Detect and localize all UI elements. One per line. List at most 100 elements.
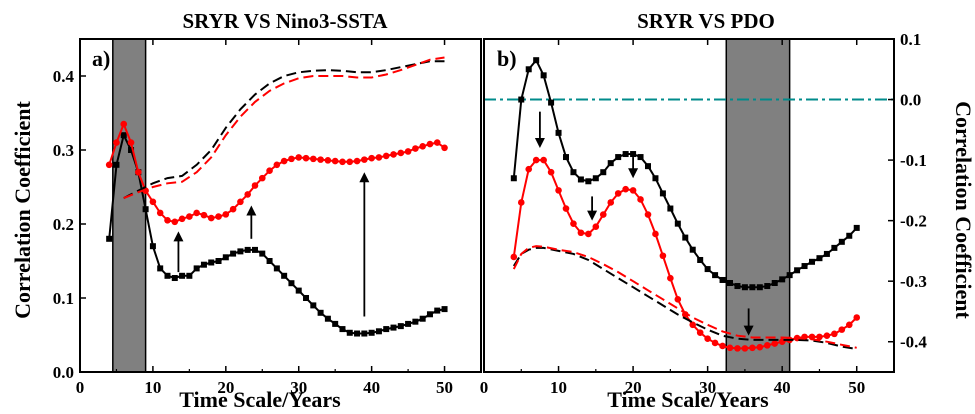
panel-a-y-axis-label: Correlation Coefficient bbox=[10, 100, 35, 318]
panel-a-series-0-point bbox=[397, 323, 404, 330]
panel-b-x-tick-label: 40 bbox=[774, 378, 791, 397]
panel-a-series-1-point bbox=[353, 157, 361, 165]
panel-a-series-1-point bbox=[178, 215, 186, 223]
panel-b-series-0-point bbox=[719, 276, 726, 283]
panel-b-series-1-point bbox=[771, 340, 779, 347]
panel-b: 0 10 20 30 40 50 0.1 0.0 -0.1 -0.2 -0.3 -0.4 bbox=[480, 30, 928, 397]
panel-b-series-0-point bbox=[563, 154, 569, 161]
panel-b-series-1-point bbox=[711, 339, 719, 347]
panel-b-series-0-point bbox=[525, 66, 532, 73]
panel-b-arrow-2 bbox=[628, 157, 639, 179]
panel-b-series-1-point bbox=[592, 223, 600, 230]
panel-a-series-0-point bbox=[419, 315, 426, 322]
panel-b-series-1-point bbox=[831, 330, 838, 338]
panel-a-series-0-point bbox=[157, 265, 164, 272]
panel-b-x-tick-label: 30 bbox=[699, 378, 716, 397]
panel-a-series-0-point bbox=[200, 261, 207, 268]
panel-a-series-0-point bbox=[142, 206, 149, 213]
panel-b-series-0-point bbox=[533, 57, 540, 64]
panel-a-y-tick-label: 0.1 bbox=[53, 289, 74, 308]
panel-b-series-0-point bbox=[637, 154, 644, 161]
panel-b-series-1-point bbox=[674, 296, 682, 303]
panel-b-series-1-point bbox=[562, 205, 570, 212]
panel-a-series-1-point bbox=[273, 161, 281, 169]
panel-b-y-tick-label: 0.0 bbox=[900, 91, 921, 110]
panel-b-series-0-point bbox=[786, 272, 793, 279]
panel-b-shaded-band bbox=[725, 38, 791, 373]
panel-b-series-0-point bbox=[518, 96, 525, 103]
panel-a-label: a) bbox=[92, 46, 110, 71]
panel-b-series-3-red-dashed-line bbox=[512, 245, 857, 349]
panel-b-series-1-point bbox=[823, 332, 831, 339]
panel-a-series-0-point bbox=[354, 330, 361, 337]
panel-a-series-0-point bbox=[273, 265, 280, 272]
panel-a-series-1-point bbox=[156, 209, 164, 217]
panel-a-series-0-point bbox=[288, 280, 295, 287]
panel-b-series-0-point bbox=[794, 267, 801, 274]
panel-a-series-0-point bbox=[368, 329, 375, 336]
panel-b-series-1-point bbox=[816, 333, 823, 341]
panel-a-series-0-point bbox=[171, 275, 178, 282]
panel-a-series-1-point bbox=[295, 154, 303, 161]
panel-b-series-0-point bbox=[771, 279, 778, 286]
panel-a-x-axis-label: Time Scale/Years bbox=[179, 387, 341, 412]
panel-b-series-0-point bbox=[853, 224, 860, 231]
panel-b-series-0-point bbox=[764, 283, 771, 290]
panel-b-series-1-point bbox=[696, 329, 704, 336]
panel-a-x-tick-label: 40 bbox=[363, 378, 380, 397]
panel-a-x-tick-label: 10 bbox=[144, 378, 161, 397]
panel-b-series-1-point bbox=[763, 342, 771, 349]
panel-a-arrow-2 bbox=[359, 172, 370, 317]
panel-a-series-1-point bbox=[251, 182, 259, 189]
panel-a-series-1-point bbox=[120, 120, 128, 128]
panel-a-series-0-point bbox=[426, 311, 433, 318]
panel-b-series-0-point bbox=[809, 258, 815, 265]
panel-a-x-tick-label: 20 bbox=[217, 378, 234, 397]
panel-b-series-0-point bbox=[704, 266, 711, 273]
panel-b-y-tick-label: 0.1 bbox=[900, 30, 921, 49]
panel-a-series-1-point bbox=[397, 149, 405, 157]
panel-a-series-1-point bbox=[280, 157, 288, 165]
panel-b-series-1-point bbox=[637, 196, 644, 203]
panel-b-series-0-point bbox=[697, 256, 704, 263]
panel-a-series-1-point bbox=[302, 154, 310, 162]
panel-a-series-1-point bbox=[105, 161, 113, 169]
panel-a-series-1-point bbox=[346, 158, 354, 166]
panel-b-series-0-point bbox=[555, 129, 562, 136]
panel-b-series-1-point bbox=[540, 156, 547, 164]
panel-a-series-0-point bbox=[193, 265, 200, 272]
panel-a-series-0-point bbox=[215, 258, 222, 264]
panel-a-series-1-point bbox=[331, 157, 339, 165]
panel-b-series-0-point bbox=[510, 175, 517, 182]
panel-a-y-tick-label: 0.3 bbox=[53, 141, 74, 160]
panel-a-series-0-point bbox=[237, 248, 244, 255]
panel-a-series-1-point bbox=[171, 218, 179, 226]
panel-a-series-0-point bbox=[149, 243, 156, 250]
panel-b-series-1-point bbox=[741, 345, 749, 352]
panel-a-series-1-point bbox=[324, 157, 332, 164]
panel-a-series-1-point bbox=[127, 139, 135, 146]
panel-b-series-0-point bbox=[540, 72, 547, 79]
panel-b-series-0-point bbox=[838, 238, 845, 245]
panel-b-series-0-point bbox=[674, 220, 681, 227]
panel-b-series-1-point bbox=[614, 190, 622, 197]
panel-a-series-1-point bbox=[419, 143, 426, 150]
panel-a-series-1-point bbox=[142, 187, 149, 194]
panel-b-series-0-point bbox=[823, 250, 830, 257]
panel-a-series-0-point bbox=[259, 250, 266, 257]
panel-b-series-0-point bbox=[801, 263, 808, 270]
panel-a-title: SRYR VS Nino3-SSTA bbox=[182, 9, 388, 33]
panel-b-x-tick-label: 10 bbox=[550, 378, 567, 397]
panel-a-series-1-point bbox=[222, 211, 230, 218]
panel-b-series-1-point bbox=[667, 274, 674, 282]
panel-a-series-0-point bbox=[317, 309, 324, 316]
panel-a-series-0-point bbox=[310, 302, 317, 309]
panel-b-series-0-point bbox=[577, 176, 584, 183]
panel-b-series-1-point bbox=[756, 343, 764, 351]
panel-a-series-1-point bbox=[193, 209, 200, 217]
panel-b-series-0-point bbox=[585, 178, 592, 185]
panel-a-series-1-point bbox=[375, 154, 383, 161]
panel-a-series-1-point bbox=[317, 156, 324, 163]
panel-b-series-0-point bbox=[667, 205, 674, 212]
